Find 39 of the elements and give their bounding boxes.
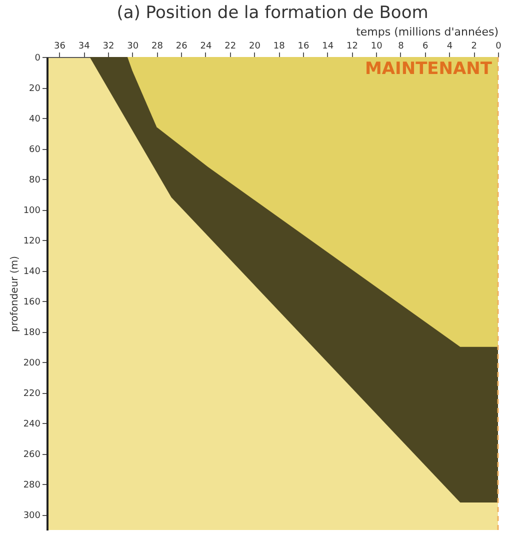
y-tick-label: 180 [23,328,41,338]
x-tick-label: 6 [422,42,428,52]
ref-line-label: MAINTENANT [364,59,492,79]
chart-title: (a) Position de la formation de Boom [116,3,428,23]
y-tick-label: 220 [23,389,41,400]
x-tick-label: 18 [273,42,286,52]
y-tick-label: 0 [34,54,41,64]
y-tick-label: 140 [23,267,41,278]
y-tick-label: 240 [23,420,41,430]
x-tick-label: 28 [151,42,164,52]
x-tick-label: 24 [200,42,212,52]
y-tick-label: 20 [29,84,41,94]
y-tick-label: 160 [23,298,41,308]
x-tick-label: 32 [102,42,114,52]
x-tick-label: 36 [54,42,66,52]
x-tick-label: 2 [471,42,477,52]
y-tick-label: 120 [23,236,41,247]
x-tick-label: 30 [127,42,139,52]
y-tick-label: 60 [29,145,41,156]
y-tick-label: 200 [23,358,41,369]
x-tick-label: 0 [496,42,502,52]
x-tick-label: 4 [446,42,453,52]
x-tick-label: 14 [322,42,334,52]
x-tick-label: 12 [346,42,358,52]
x-tick-label: 26 [176,42,188,52]
x-tick-label: 8 [398,42,404,52]
y-tick-label: 260 [23,450,41,460]
x-tick-label: 34 [78,42,90,52]
y-tick-label: 40 [29,114,41,125]
x-axis-title: temps (millions d'années) [356,26,498,38]
y-tick-label: 300 [23,511,41,522]
x-tick-label: 10 [370,42,383,52]
x-tick-label: 22 [224,42,236,52]
y-tick-label: 280 [23,480,41,491]
y-tick-label: 80 [29,176,41,186]
x-tick-label: 20 [248,42,261,52]
y-tick-label: 100 [23,206,41,216]
x-tick-label: 16 [298,42,310,52]
y-axis-title: profondeur (m) [9,256,20,332]
